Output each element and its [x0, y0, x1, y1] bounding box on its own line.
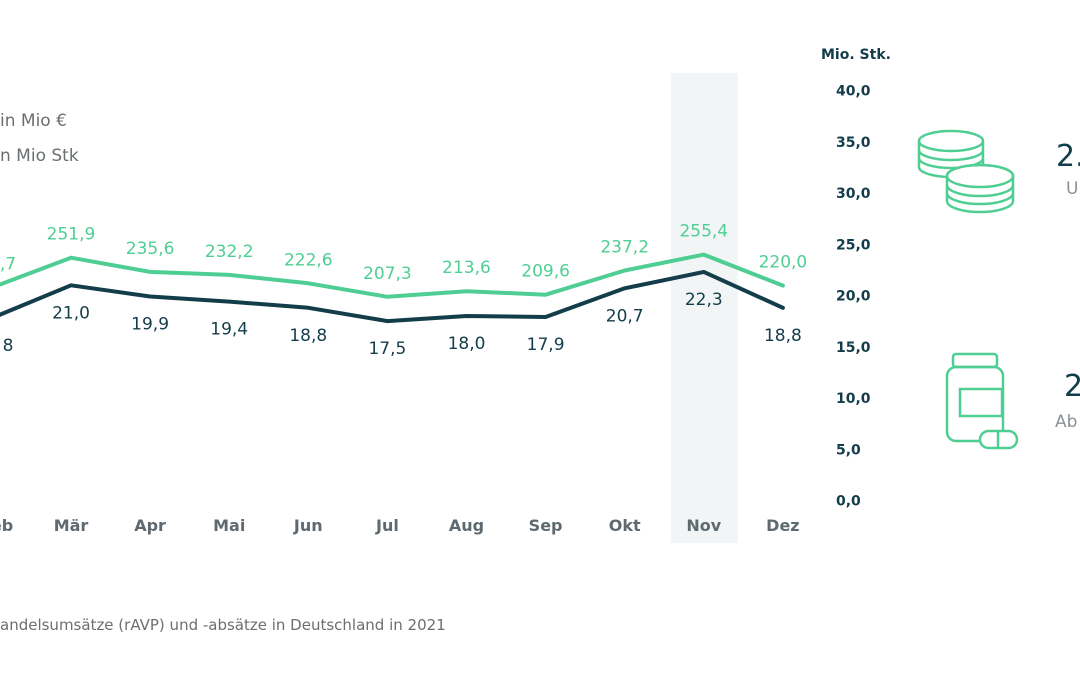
data-label-revenue-jul: 207,3 [363, 264, 412, 284]
y-tick-label: 15,0 [836, 340, 871, 356]
y-tick-label: 35,0 [836, 135, 871, 151]
kpi-units-sub: Ab [1055, 412, 1077, 432]
data-label-units-mär: 21,0 [52, 303, 90, 323]
data-label-units-feb: 8 [3, 336, 14, 356]
legend-item-revenue: in Mio € [0, 111, 67, 131]
x-tick-label-mai: Mai [213, 516, 245, 535]
y-tick-label: 10,0 [836, 391, 871, 407]
chart-caption: andelsumsätze (rAVP) und -absätze in Deu… [0, 616, 446, 634]
data-label-revenue-jun: 222,6 [284, 250, 333, 270]
x-tick-label-aug: Aug [449, 516, 484, 535]
series-line-units [0, 269, 785, 324]
data-label-revenue-nov: 255,4 [679, 222, 728, 242]
kpi-revenue: 2. U [917, 129, 1080, 214]
y-tick-label: 25,0 [836, 237, 871, 253]
coins-icon [917, 129, 1015, 214]
x-tick-label-jul: Jul [375, 516, 399, 535]
data-label-units-mai: 19,4 [210, 320, 248, 340]
data-label-revenue-aug: 213,6 [442, 258, 491, 278]
x-tick-label-eb: eb [0, 516, 13, 535]
data-label-units-nov: 22,3 [685, 290, 723, 310]
data-label-units-apr: 19,9 [131, 315, 169, 335]
kpi-revenue-sub: U [1066, 179, 1078, 199]
y-tick-label: 20,0 [836, 289, 871, 305]
data-label-revenue-apr: 235,6 [126, 239, 175, 259]
y-tick-label: 30,0 [836, 186, 871, 202]
x-tick-label-mär: Mär [54, 516, 89, 535]
data-label-revenue-okt: 237,2 [600, 238, 649, 258]
kpi-units: 2 Ab [945, 352, 1080, 450]
legend-item-units: n Mio Stk [0, 146, 79, 166]
data-label-revenue-sep: 209,6 [521, 262, 570, 282]
legend: in Mio € n Mio Stk [0, 111, 79, 166]
kpi-units-value: 2 [1064, 369, 1080, 404]
y-tick-label: 5,0 [836, 442, 861, 458]
data-label-revenue-feb: ,7 [0, 255, 16, 275]
y-axis-unit-label: Mio. Stk. [821, 47, 891, 63]
medicine-bottle-icon [945, 352, 1019, 450]
y-tick-label: 0,0 [836, 494, 861, 510]
kpi-revenue-value: 2. [1056, 139, 1080, 174]
x-tick-label-dez: Dez [766, 516, 799, 535]
data-label-units-aug: 18,0 [448, 334, 486, 354]
data-label-units-okt: 20,7 [606, 306, 644, 326]
data-label-units-dez: 18,8 [764, 326, 802, 346]
highlight-band-nov [670, 73, 738, 543]
x-tick-label-apr: Apr [134, 516, 166, 535]
y-tick-label: 40,0 [836, 84, 871, 100]
x-tick-label-okt: Okt [609, 516, 641, 535]
data-label-revenue-dez: 220,0 [759, 253, 808, 273]
data-label-units-jun: 18,8 [289, 326, 327, 346]
x-tick-label-nov: Nov [686, 516, 721, 535]
data-label-units-jul: 17,5 [368, 339, 406, 359]
data-label-revenue-mai: 232,2 [205, 242, 254, 262]
series-line-revenue [0, 252, 785, 299]
x-tick-label-jun: Jun [293, 516, 323, 535]
x-tick-label-sep: Sep [529, 516, 563, 535]
data-label-revenue-mär: 251,9 [47, 225, 96, 245]
data-label-units-sep: 17,9 [527, 335, 565, 355]
